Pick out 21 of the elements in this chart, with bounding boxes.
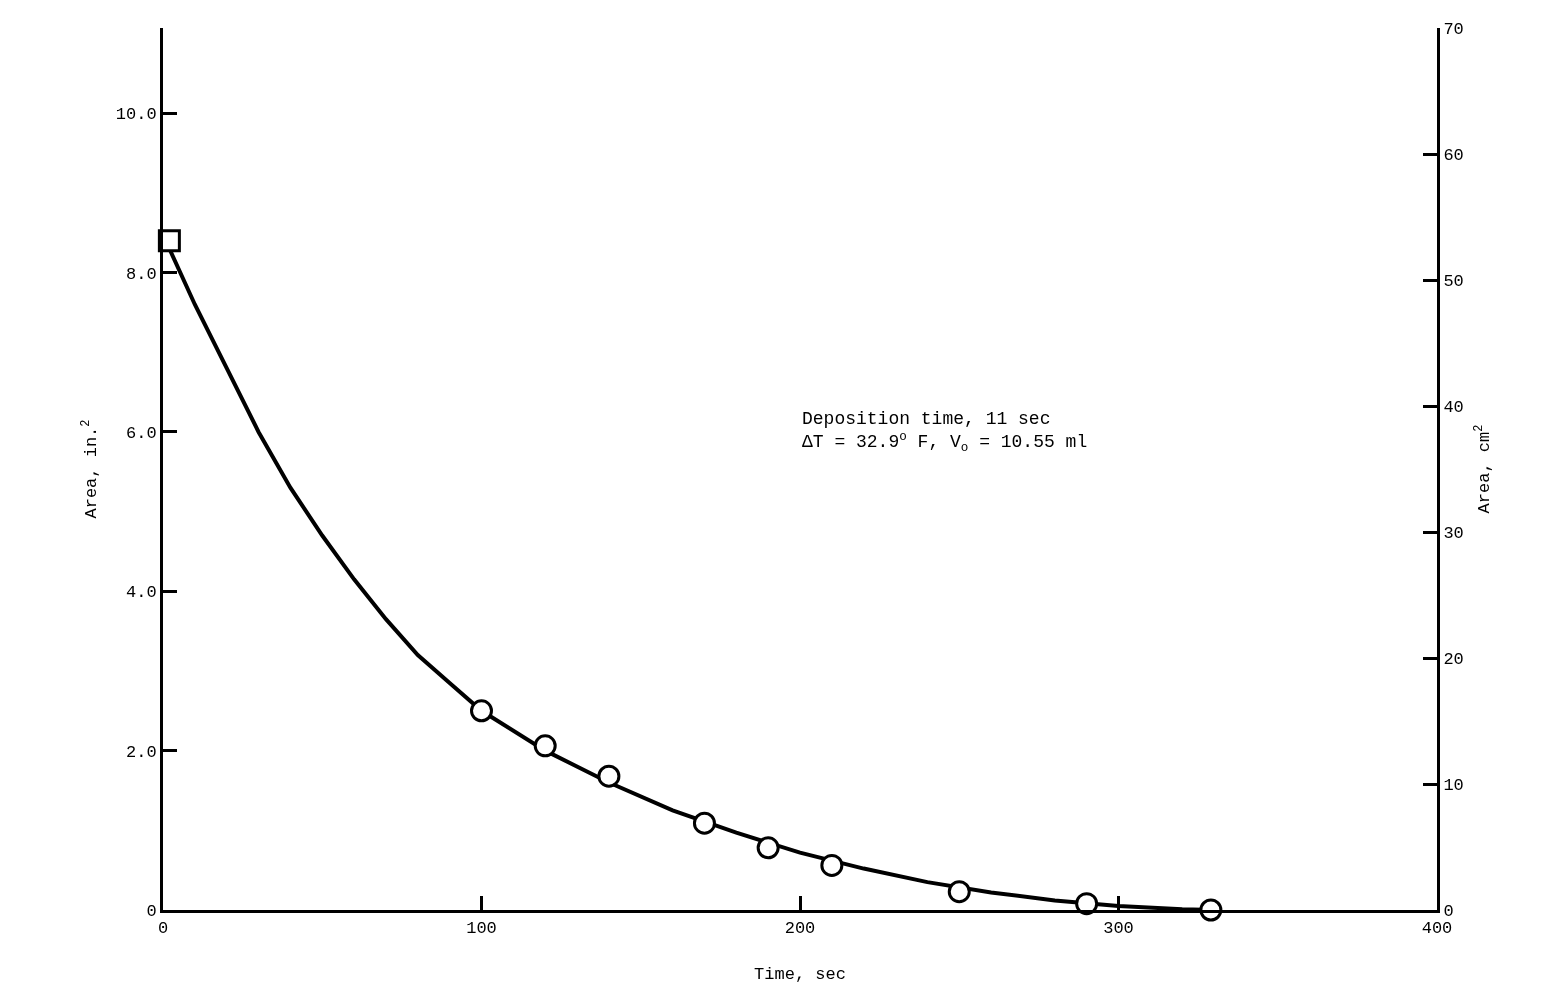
x-tick-label: 300	[1103, 919, 1134, 939]
y2-tick-label: 30	[1443, 523, 1464, 543]
y-tick-label: 0	[146, 901, 157, 921]
y2-tick-label: 70	[1443, 19, 1464, 39]
y-tick-label: 10.0	[115, 105, 157, 125]
x-tick-label: 200	[784, 919, 816, 939]
y-tick-label: 8.0	[125, 264, 157, 284]
y2-tick-label: 0	[1443, 901, 1454, 921]
annotation: ΔT = 32.9$^{o}$ F, V$_{o}$ = 10.55 ml	[802, 429, 1088, 456]
y2-tick-label: 20	[1443, 649, 1464, 669]
y2-tick-label: 60	[1443, 145, 1464, 165]
y2-tick-label: 10	[1443, 775, 1464, 795]
y-tick-label: 6.0	[125, 423, 157, 443]
y-tick-label: 4.0	[125, 583, 157, 603]
x-tick-label: 400	[1421, 919, 1453, 939]
y2-tick-label: 50	[1443, 271, 1464, 291]
y-tick-label: 2.0	[125, 742, 157, 762]
x-tick-label: 100	[466, 919, 497, 939]
y2-tick-label: 40	[1443, 397, 1464, 417]
x-axis-title: Time, sec	[754, 964, 846, 984]
annotation: Deposition time, 11 sec	[802, 409, 1051, 429]
